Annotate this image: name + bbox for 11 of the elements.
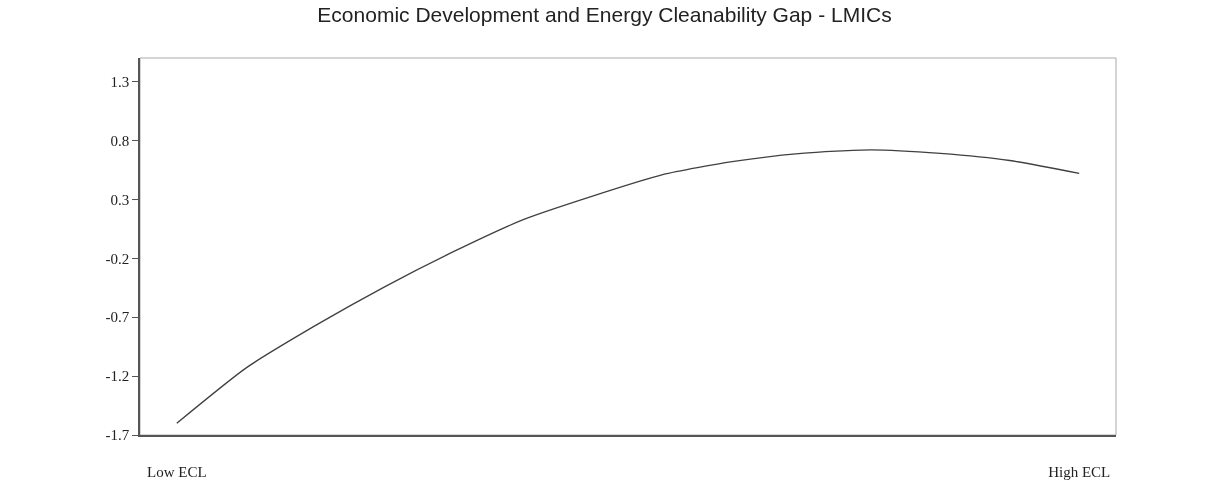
y-tick-label: -1.2 <box>105 368 130 385</box>
line-series <box>176 149 1080 424</box>
y-tick-label: 1.3 <box>110 73 130 90</box>
x-tick-label: High ECL <box>1048 463 1111 480</box>
chart-title: Economic Development and Energy Cleanability Gap - LMICs <box>317 3 892 27</box>
y-tick-label: 0.3 <box>110 191 130 208</box>
x-tick-label: Low ECL <box>147 463 207 480</box>
y-tick-label: -0.2 <box>105 250 130 267</box>
y-tick-label: -1.7 <box>105 427 130 444</box>
y-tick-label: 0.8 <box>110 132 130 149</box>
y-tick-label: -0.7 <box>105 309 130 326</box>
